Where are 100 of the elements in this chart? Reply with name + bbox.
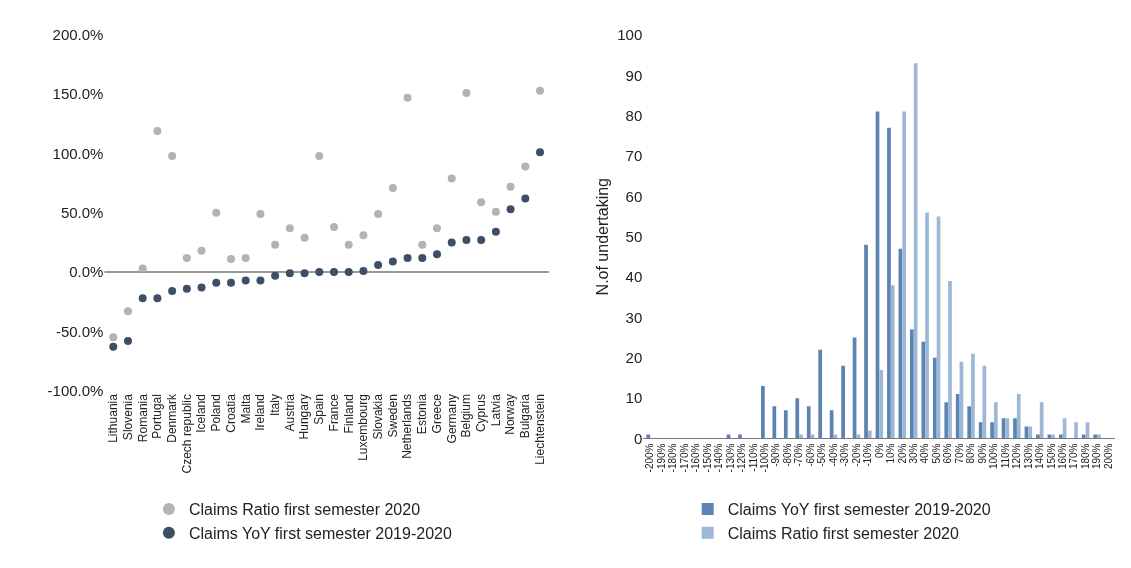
bar (955, 394, 960, 439)
bar (902, 111, 906, 439)
point (271, 271, 280, 280)
bar (867, 430, 872, 439)
point (271, 240, 280, 249)
bar (890, 285, 895, 439)
point (359, 266, 368, 275)
legend-label: Claims Ratio first semester 2020 (727, 524, 959, 542)
bar (993, 402, 998, 439)
legend-label: Claims YoY first semester 2019-2020 (188, 524, 452, 542)
x-tick-label: Slovenia (120, 393, 135, 441)
point (462, 236, 471, 245)
bar (910, 329, 914, 439)
point (300, 269, 309, 278)
point (491, 207, 500, 216)
point (403, 93, 412, 102)
point (241, 253, 250, 262)
x-tick-label: Italy (268, 394, 283, 417)
x-tick-label: -70% (793, 443, 805, 467)
bar (967, 406, 972, 439)
point (491, 227, 500, 236)
point (138, 294, 147, 303)
x-tick-label: -40% (827, 443, 839, 467)
bar (932, 357, 937, 439)
x-tick-label: 170% (1068, 443, 1080, 470)
bar (818, 349, 823, 439)
x-tick-label: 50% (930, 443, 942, 464)
x-tick-label: 100% (988, 443, 1000, 470)
y-axis-title: N.of undertaking (594, 178, 612, 296)
y-tick-label: 40 (625, 268, 643, 286)
point (418, 240, 427, 249)
x-tick-label: Portugal (150, 394, 165, 439)
y-tick-label: 50 (625, 227, 643, 245)
point (197, 283, 206, 292)
x-tick-label: Cyprus (474, 394, 489, 433)
x-tick-label: Luxembourg (356, 394, 371, 461)
x-tick-label: Lithuania (106, 393, 121, 443)
bar (783, 410, 788, 439)
x-tick-label: Hungary (297, 394, 312, 440)
x-tick-label: 30% (907, 443, 919, 464)
x-tick-label: Slovakia (371, 393, 386, 440)
x-tick-label: Latvia (488, 393, 503, 427)
x-tick-label: Greece (429, 393, 444, 434)
bar (841, 365, 845, 439)
x-tick-label: 80% (965, 443, 977, 464)
bar (795, 398, 800, 439)
bar (1016, 394, 1021, 439)
x-tick-label: Spain (312, 394, 327, 425)
point (182, 284, 191, 293)
x-tick-label: 10% (885, 443, 897, 464)
point (285, 224, 294, 233)
x-tick-label: 40% (919, 443, 931, 464)
x-tick-label: -90% (770, 443, 782, 467)
y-tick-label: 0.0% (69, 263, 104, 281)
point (433, 250, 441, 259)
x-tick-label: Ireland (253, 394, 268, 431)
x-tick-label: 190% (1091, 443, 1103, 470)
x-tick-label: -50% (816, 443, 828, 467)
point (109, 333, 118, 342)
point (433, 224, 441, 233)
bar (829, 410, 834, 439)
bar (990, 422, 994, 439)
bar (864, 244, 868, 439)
point (477, 198, 486, 207)
bar (761, 386, 765, 439)
x-tick-label: Poland (209, 394, 224, 432)
y-tick-label: 30 (625, 308, 643, 326)
bar (772, 406, 777, 439)
point (256, 276, 265, 285)
point (168, 287, 177, 296)
y-tick-label: -50.0% (55, 322, 104, 340)
x-tick-label: -30% (839, 443, 851, 467)
y-tick-label: 100 (617, 26, 643, 44)
x-tick-label: Germany (444, 394, 459, 444)
point (285, 269, 294, 278)
point (521, 194, 530, 203)
bar (1081, 434, 1086, 439)
x-tick-label: 130% (1022, 443, 1034, 470)
x-tick-label: 90% (976, 443, 988, 464)
bar (948, 281, 952, 439)
point (388, 183, 397, 192)
x-tick-label: Croatia (223, 393, 238, 433)
x-tick-label: -200% (644, 443, 656, 473)
point (256, 210, 265, 218)
point (226, 278, 235, 287)
point (374, 260, 383, 269)
bar (856, 434, 861, 439)
point (330, 223, 338, 232)
x-tick-label: Sweden (385, 394, 400, 438)
x-tick-label: 150% (1045, 443, 1057, 470)
point (212, 278, 221, 287)
x-tick-label: France (326, 393, 341, 432)
x-tick-label: -170% (678, 443, 690, 473)
point (447, 238, 456, 247)
point (138, 264, 147, 273)
y-tick-label: -100.0% (47, 381, 104, 399)
x-tick-label: -120% (736, 443, 748, 473)
bar (1093, 434, 1098, 439)
point (109, 342, 118, 351)
bar (925, 212, 929, 439)
